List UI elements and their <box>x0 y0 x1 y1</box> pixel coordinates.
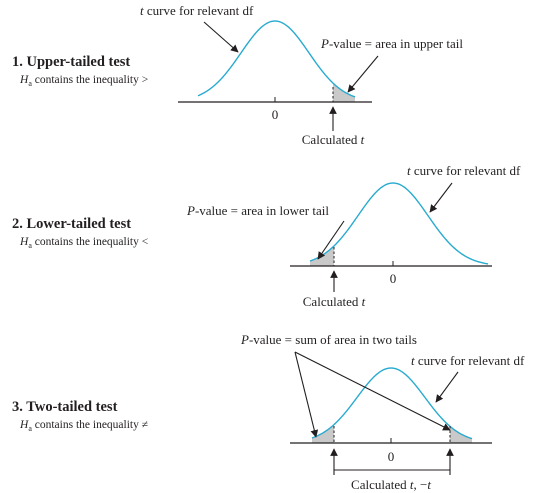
t-curve <box>311 367 473 440</box>
t-curve <box>309 182 489 265</box>
calculated-t-label: Calculated t, −t <box>351 477 431 492</box>
zero-label: 0 <box>388 449 395 464</box>
panel-upper-tailed: 1. Upper-tailed test Ha contains the ine… <box>12 3 463 147</box>
pvalue-label: P-value = sum of area in two tails <box>240 332 417 347</box>
panel-2-hypothesis: Ha contains the inequality < <box>19 236 148 250</box>
pvalue-arrow-right <box>294 351 451 431</box>
curve-label-arrow <box>435 371 459 403</box>
panel-two-tailed: 3. Two-tailed test Ha contains the inequ… <box>12 332 525 492</box>
pvalue-arrow <box>347 55 379 93</box>
calculated-t-label: Calculated t <box>303 294 366 309</box>
panel-3-hypothesis: Ha contains the inequality ≠ <box>19 419 148 433</box>
pvalue-arrow-left <box>294 351 319 438</box>
upper-tail-area <box>333 83 355 102</box>
pvalue-arrow <box>317 220 345 260</box>
curve-label: t curve for relevant df <box>407 163 521 178</box>
curve-label-arrow <box>429 182 453 213</box>
panel-1-hypothesis: Ha contains the inequality > <box>19 74 148 88</box>
panel-lower-tailed: 2. Lower-tailed test Ha contains the ine… <box>12 163 521 309</box>
panel-1-heading: 1. Upper-tailed test <box>12 54 130 70</box>
zero-label: 0 <box>272 107 279 122</box>
calculated-t-bracket <box>333 469 451 475</box>
curve-label: t curve for relevant df <box>411 353 525 368</box>
pvalue-label: P-value = area in upper tail <box>320 36 463 51</box>
panel-2-heading: 2. Lower-tailed test <box>12 216 131 232</box>
curve-label-arrow <box>203 21 239 53</box>
t-curve <box>197 20 356 98</box>
panel-3-heading: 3. Two-tailed test <box>12 399 118 415</box>
curve-label: t curve for relevant df <box>140 3 254 18</box>
calculated-t-label: Calculated t <box>302 132 365 147</box>
zero-label: 0 <box>390 271 397 286</box>
pvalue-label: P-value = area in lower tail <box>186 203 329 218</box>
